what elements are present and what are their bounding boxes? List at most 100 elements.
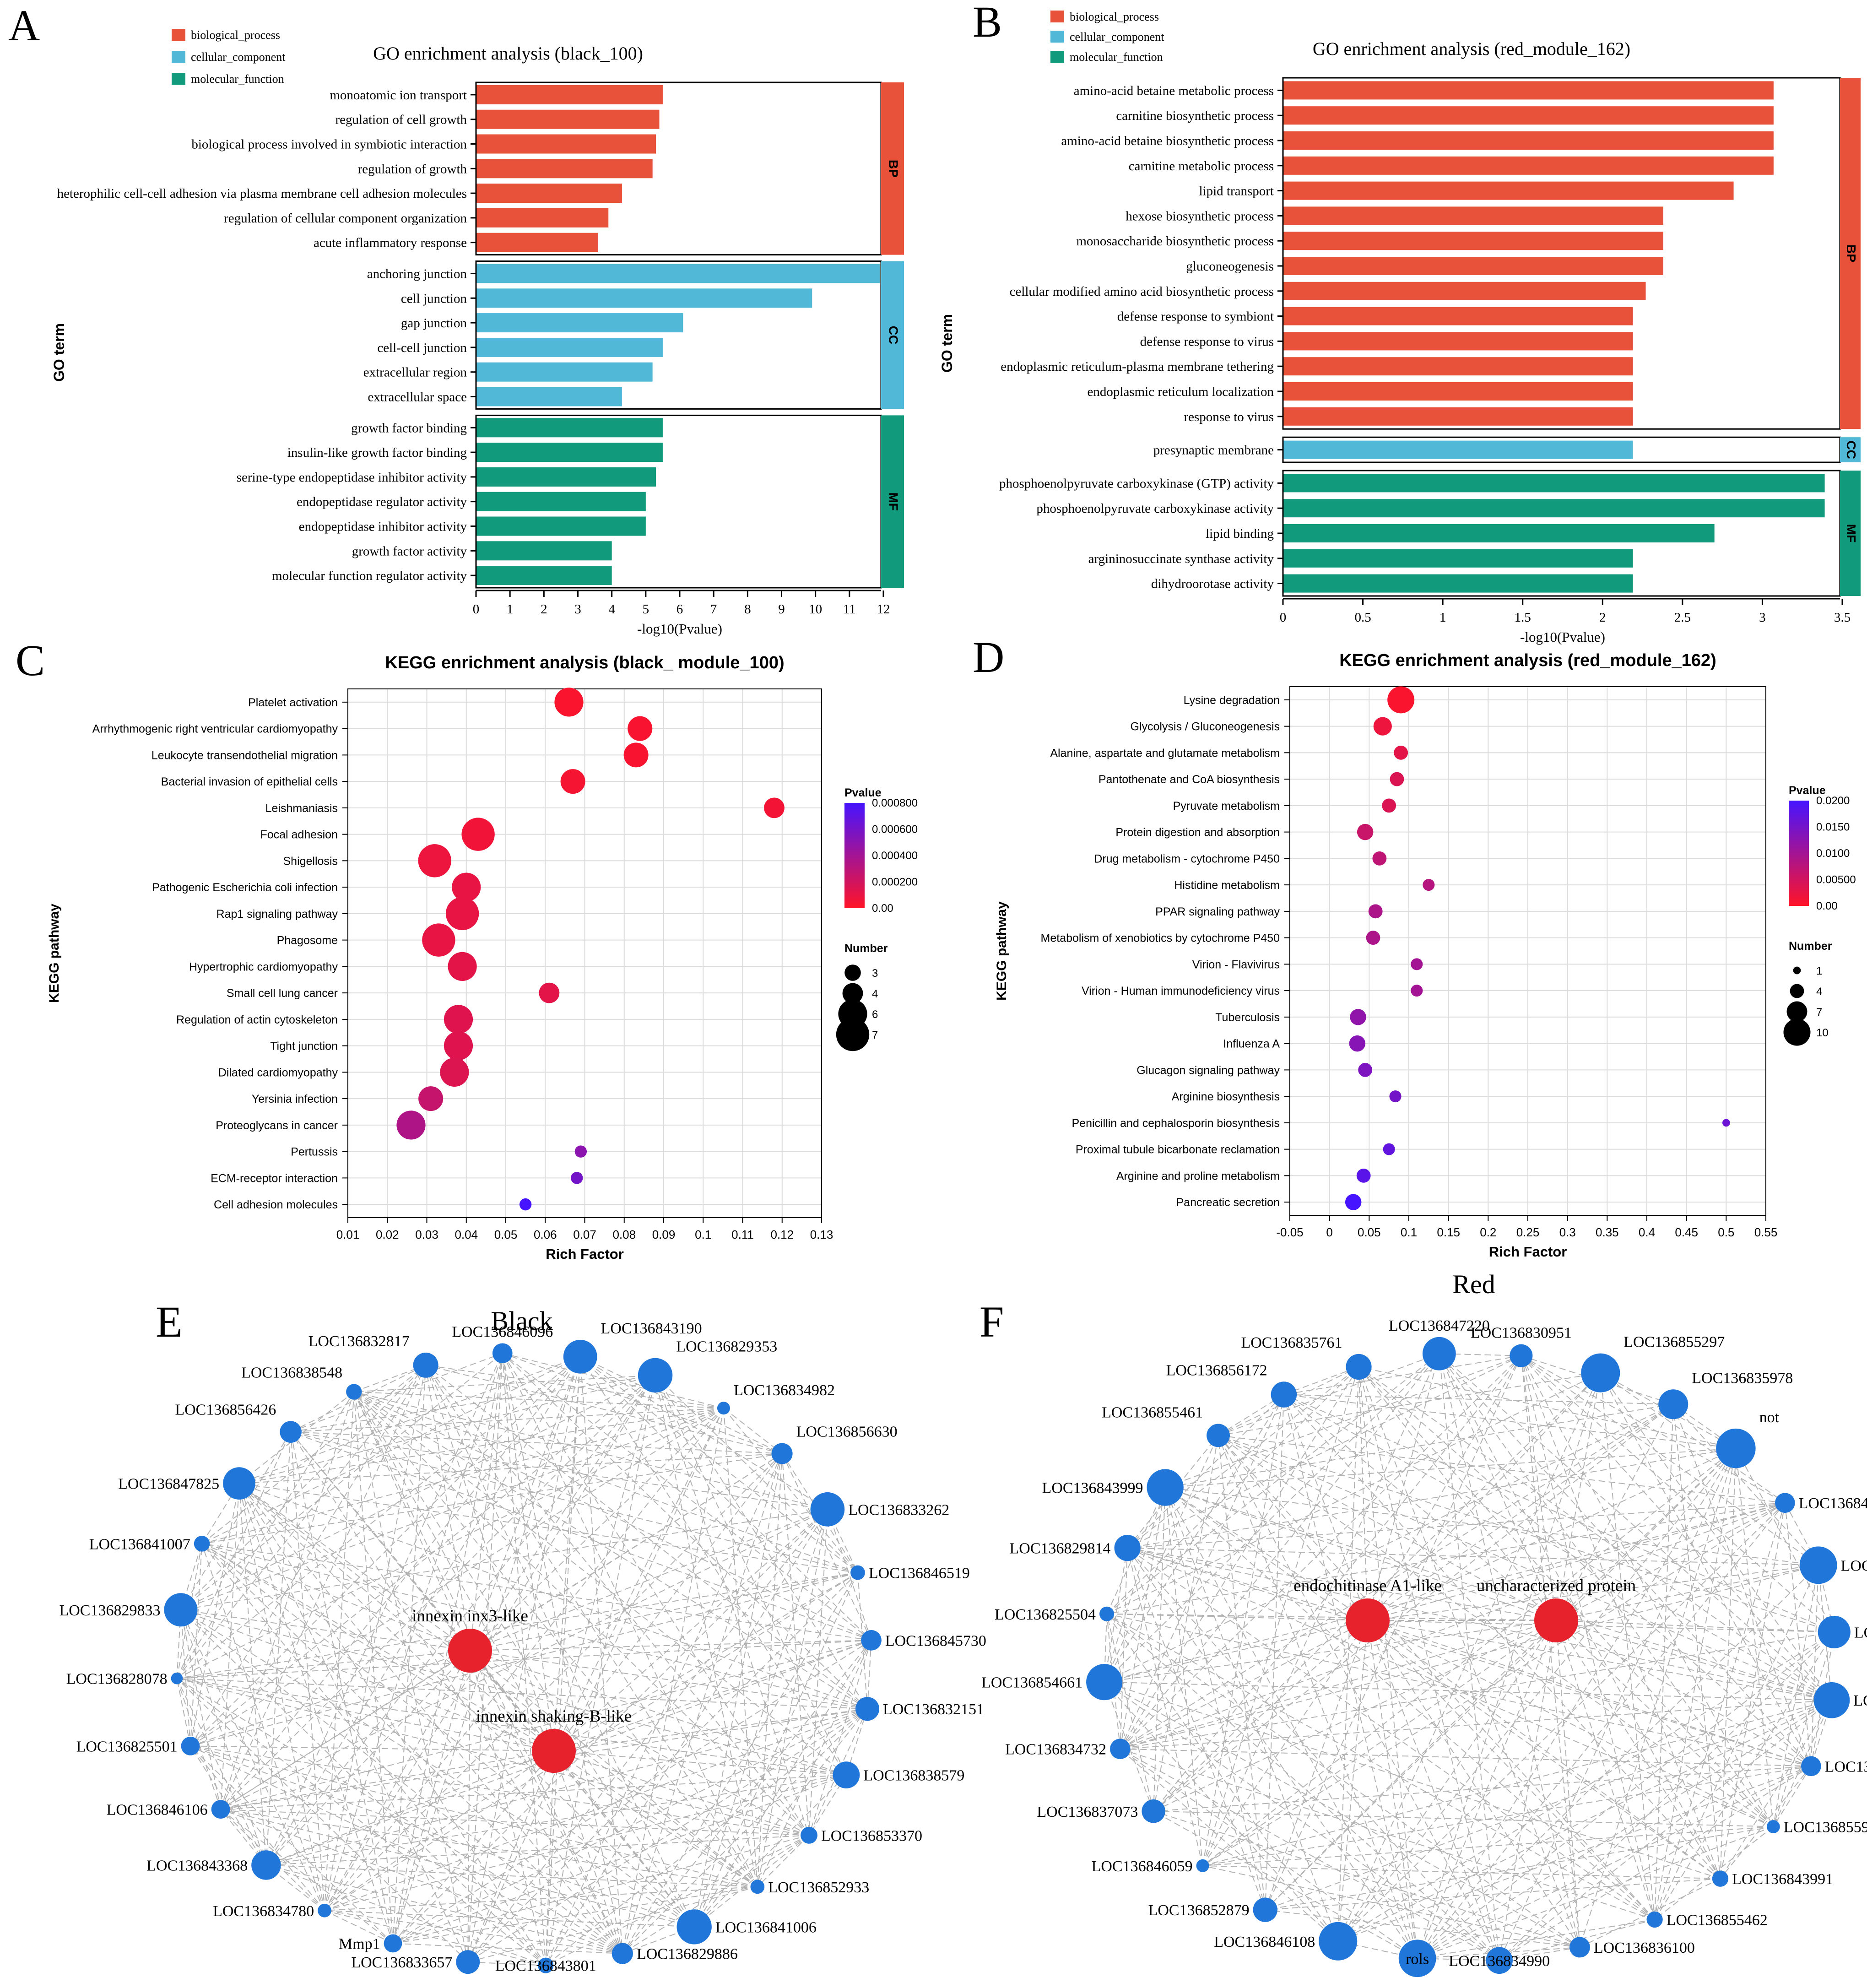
legend-swatch-molecular_function: [1050, 51, 1064, 63]
edge: [1367, 1565, 1818, 1621]
edge: [180, 1509, 828, 1610]
edge: [1367, 1620, 1655, 1920]
edge: [1165, 1487, 1832, 1701]
edge: [238, 1483, 394, 1944]
edge: [1127, 1394, 1284, 1549]
edge: [1337, 1766, 1812, 1942]
gene-node: [1581, 1353, 1620, 1392]
network-title: Black: [491, 1306, 552, 1336]
pathway-label: Drug metabolism - cytochrome P450: [1094, 852, 1280, 865]
x-tick-label: 5: [643, 602, 649, 617]
go-chart-red: biological_process cellular_componentmole…: [939, 10, 1861, 645]
edge: [470, 1650, 868, 1710]
x-tick-label: 0.01: [336, 1228, 360, 1241]
edge: [393, 1708, 868, 1944]
bar-mf: [1283, 574, 1633, 593]
edge: [553, 1408, 724, 1751]
bar-bp: [1283, 81, 1774, 100]
edge: [1218, 1435, 1557, 1621]
x-tick-label: 1.5: [1515, 610, 1531, 625]
edge: [1120, 1748, 1500, 1961]
edge: [622, 1572, 858, 1954]
edge: [353, 1392, 469, 1962]
edge: [1556, 1620, 1721, 1879]
gene-node-label: LOC136829814: [1010, 1540, 1111, 1557]
edge: [1120, 1748, 1338, 1942]
edge: [553, 1750, 846, 1776]
edge: [470, 1408, 724, 1651]
gene-node: [1099, 1606, 1115, 1621]
edge: [1720, 1700, 1832, 1879]
pathway-label: Tight junction: [270, 1040, 338, 1053]
gene-node-label: LOC136843190: [601, 1320, 702, 1337]
bar-bp: [476, 85, 663, 104]
chart-title: GO enrichment analysis (black_100): [373, 43, 643, 64]
edge: [201, 1365, 426, 1544]
edge: [1104, 1681, 1721, 1880]
edge: [1120, 1353, 1440, 1750]
bubble-point: [1387, 686, 1415, 714]
gene-node-label: LOC136843965: [1825, 1758, 1867, 1775]
edge: [266, 1864, 758, 1887]
edge: [757, 1640, 872, 1887]
edge: [1127, 1547, 1774, 1827]
x-tick-label: 1: [507, 602, 514, 617]
bar-mf: [1283, 474, 1825, 493]
edge: [468, 1961, 546, 1966]
edge: [1654, 1565, 1819, 1920]
pathway-label: Lysine degradation: [1184, 694, 1280, 707]
gene-node: [251, 1850, 281, 1880]
edge: [1127, 1548, 1266, 1910]
bar-mf: [476, 566, 612, 585]
edge: [1367, 1620, 1418, 1959]
edge: [201, 1543, 758, 1887]
pathway-label: Cell adhesion molecules: [214, 1198, 338, 1211]
pathway-label: Dilated cardiomyopathy: [218, 1066, 338, 1079]
edge: [470, 1650, 758, 1887]
edge: [553, 1375, 656, 1751]
bar-bp: [1283, 181, 1734, 200]
edge: [353, 1391, 847, 1776]
go-term-label: gluconeogenesis: [1186, 259, 1274, 274]
edge: [324, 1910, 694, 1928]
legend-swatch-molecular_function: [172, 73, 185, 85]
gene-node: [1818, 1615, 1851, 1648]
go-term-label: endoplasmic reticulum-plasma membrane te…: [1001, 359, 1274, 374]
edge: [1556, 1620, 1656, 1920]
gene-node: [1799, 1546, 1837, 1584]
edge: [1106, 1613, 1812, 1767]
edge: [324, 1408, 724, 1911]
edge: [693, 1774, 847, 1928]
bar-mf: [476, 541, 612, 561]
gene-node: [171, 1672, 183, 1685]
edge: [177, 1678, 809, 1836]
edge: [502, 1353, 868, 1709]
go-term-label: extracellular region: [363, 365, 467, 380]
edge: [1439, 1353, 1721, 1879]
gene-node-label: LOC136825501: [76, 1738, 178, 1755]
edge: [1521, 1355, 1656, 1920]
color-tick-label: 0.0200: [1816, 795, 1850, 807]
edge: [265, 1375, 656, 1866]
edge: [1720, 1448, 1737, 1879]
edge: [655, 1375, 810, 1836]
edge: [201, 1483, 240, 1544]
bar-cc: [476, 337, 663, 357]
edge: [1784, 1502, 1819, 1565]
bubble-point: [1345, 1194, 1362, 1210]
gene-node-label: LOC136856630: [796, 1423, 898, 1440]
go-term-label: presynaptic membrane: [1153, 443, 1274, 458]
edge: [827, 1509, 872, 1641]
gene-node: [1813, 1682, 1850, 1718]
gene-node: [861, 1630, 882, 1651]
x-tick-label: 0.55: [1754, 1225, 1778, 1239]
edge: [1417, 1766, 1812, 1959]
edge: [1127, 1502, 1785, 1549]
edge: [1106, 1366, 1359, 1614]
edge: [1600, 1372, 1736, 1449]
x-tick-label: 0.12: [770, 1228, 794, 1241]
gene-node-label: LOC136834982: [734, 1382, 835, 1399]
edge: [290, 1353, 503, 1433]
edge: [354, 1391, 724, 1409]
x-tick-label: 3.5: [1834, 610, 1851, 625]
